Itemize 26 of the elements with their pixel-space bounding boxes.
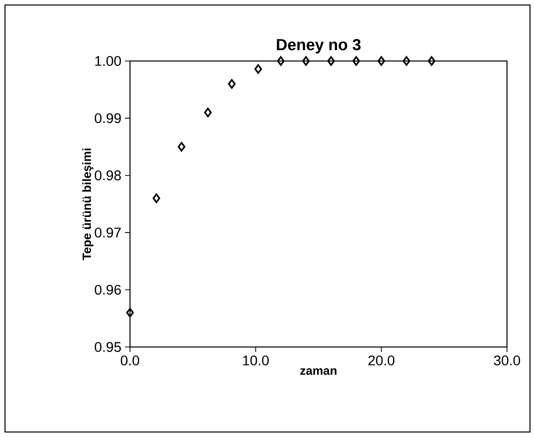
point <box>228 79 236 89</box>
point <box>277 56 285 66</box>
point <box>352 56 360 66</box>
chart-title: Deney no 3 <box>276 38 361 54</box>
point <box>152 193 160 204</box>
y-tick-label: 0.98 <box>94 170 121 180</box>
point <box>378 56 386 66</box>
x-tick-label: 0.0 <box>120 356 140 366</box>
point <box>402 56 410 66</box>
y-tick-label: 0.95 <box>94 342 121 352</box>
point <box>204 108 212 118</box>
point <box>126 308 134 318</box>
y-tick-label: 0.99 <box>94 113 121 124</box>
point <box>178 142 186 152</box>
x-tick-label: 20.0 <box>368 356 394 366</box>
x-tick-label: 30.0 <box>494 356 520 366</box>
x-tick-label: 10.0 <box>243 356 269 366</box>
x-axis-title: zaman <box>300 368 336 375</box>
point <box>254 64 262 74</box>
y-axis-title: Tepe ürünü bileşimi <box>82 148 94 260</box>
y-tick-label: 1.00 <box>95 56 121 66</box>
point <box>428 56 436 66</box>
y-tick-label: 0.97 <box>94 228 121 238</box>
point <box>327 56 335 66</box>
y-tick-label: 0.96 <box>94 284 121 295</box>
point <box>302 56 310 66</box>
